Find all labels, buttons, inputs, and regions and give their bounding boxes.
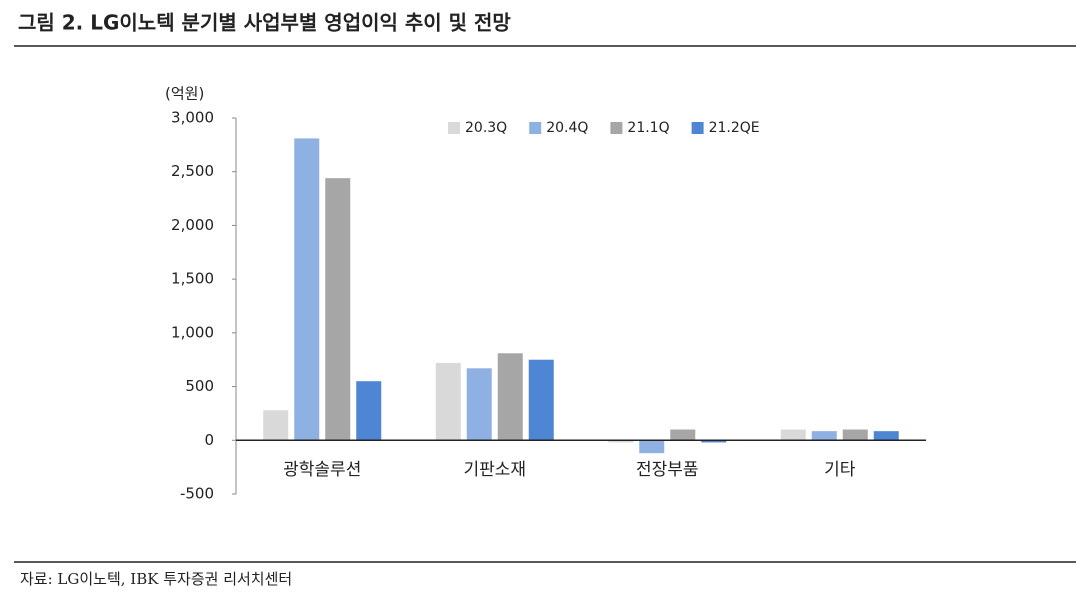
- y-tick-label: 0: [204, 431, 214, 449]
- legend-label: 20.3Q: [465, 120, 507, 136]
- y-tick-label: 1,000: [171, 323, 214, 341]
- bar: [466, 368, 492, 441]
- bar: [325, 178, 351, 441]
- y-tick-label: 2,000: [171, 216, 214, 234]
- bar: [701, 440, 727, 443]
- y-tick-label: 3,000: [171, 109, 214, 127]
- x-tick-label: 전장부품: [636, 460, 699, 480]
- bar: [263, 410, 289, 441]
- bar: [294, 138, 320, 441]
- bar: [780, 429, 806, 441]
- x-tick-label: 광학솔루션: [283, 460, 361, 480]
- source: 자료: LG이노텍, IBK 투자증권 리서치센터: [20, 570, 292, 588]
- y-tick-label: -500: [180, 485, 214, 503]
- bar: [497, 353, 523, 441]
- y-tick-label: 1,500: [171, 270, 214, 288]
- chart-title: 그림 2. LG이노텍 분기별 사업부별 영업이익 추이 및 전망: [18, 11, 511, 35]
- legend-swatch: [529, 122, 542, 134]
- bar: [528, 359, 554, 441]
- bar: [811, 431, 837, 441]
- x-tick-label: 기판소재: [463, 460, 526, 480]
- bar: [873, 431, 899, 441]
- legend-label: 21.2QE: [709, 120, 760, 136]
- legend-swatch: [610, 122, 623, 134]
- legend-swatch: [691, 122, 704, 134]
- y-axis-label: (억원): [165, 85, 204, 103]
- bar: [670, 429, 696, 441]
- bar: [435, 362, 461, 441]
- y-tick-label: 500: [185, 377, 214, 395]
- bar: [608, 440, 634, 443]
- legend-label: 21.1Q: [627, 120, 669, 136]
- bar: [639, 440, 665, 454]
- legend-label: 20.4Q: [546, 120, 588, 136]
- x-tick-label: 기타: [824, 460, 856, 480]
- bar: [842, 429, 868, 441]
- y-tick-label: 2,500: [171, 162, 214, 180]
- legend-swatch: [448, 122, 460, 134]
- bar: [356, 381, 382, 441]
